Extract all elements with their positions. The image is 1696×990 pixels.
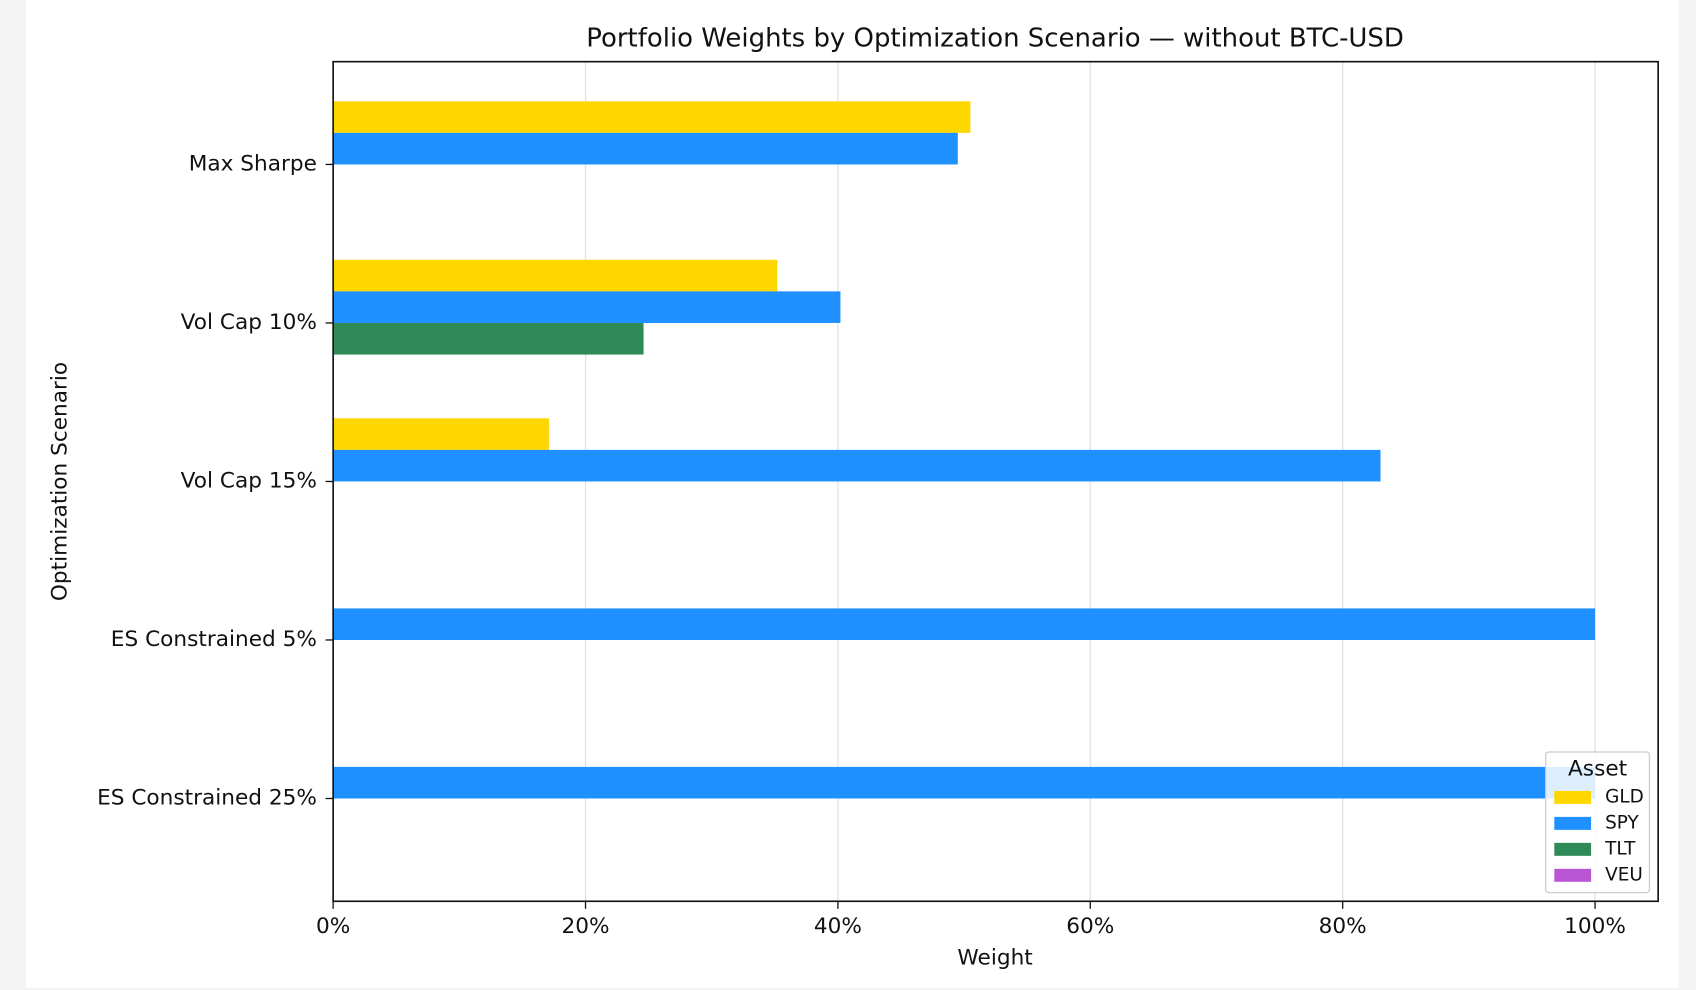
legend-swatch	[1554, 868, 1592, 882]
x-tick-label: 40%	[814, 914, 862, 939]
x-tick-label: 80%	[1319, 914, 1367, 939]
bar	[333, 766, 1596, 799]
bar	[333, 322, 644, 355]
legend-label: VEU	[1605, 864, 1643, 885]
legend-label: GLD	[1605, 786, 1644, 807]
x-tick-label: 60%	[1066, 914, 1114, 939]
bar	[333, 101, 971, 133]
bar	[333, 132, 958, 165]
bar	[333, 259, 778, 292]
legend-label: TLT	[1604, 838, 1636, 859]
legend-swatch	[1554, 842, 1592, 856]
legend-label: SPY	[1605, 812, 1639, 833]
bar	[333, 608, 1596, 640]
bar	[333, 418, 549, 450]
legend-swatch	[1554, 790, 1592, 804]
legend-box	[1545, 751, 1651, 894]
y-tick-label: Vol Cap 15%	[181, 468, 317, 493]
bar	[333, 449, 1381, 482]
y-tick-label: Vol Cap 10%	[181, 310, 317, 335]
panel	[25, 0, 1679, 988]
chart-title: Portfolio Weights by Optimization Scenar…	[586, 23, 1404, 53]
x-tick-label: 0%	[316, 914, 350, 939]
x-axis-label: Weight	[957, 946, 1032, 971]
x-tick-label: 20%	[561, 914, 609, 939]
bar	[333, 291, 841, 323]
legend-title: Asset	[1568, 756, 1627, 781]
y-tick-label: ES Constrained 25%	[97, 785, 317, 810]
plot-frame	[332, 60, 1659, 903]
legend-swatch	[1554, 816, 1592, 830]
x-tick-label: 100%	[1564, 914, 1626, 939]
y-tick-label: ES Constrained 5%	[111, 627, 317, 652]
y-tick-label: Max Sharpe	[189, 151, 317, 176]
y-axis-label: Optimization Scenario	[48, 362, 73, 601]
